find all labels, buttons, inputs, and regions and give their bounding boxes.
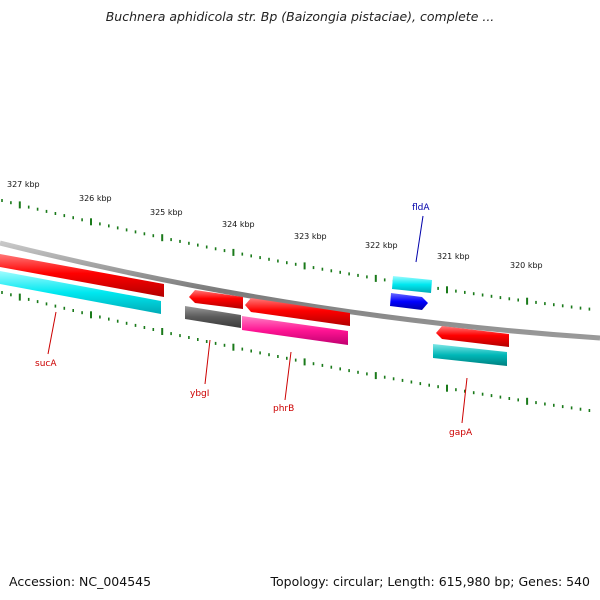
callout-phrB [284,351,292,401]
genome-summary: Topology: circular; Length: 615,980 bp; … [270,574,591,589]
gene-gapA[interactable] [433,326,509,366]
gene-fldA[interactable] [390,276,432,310]
gene-label-ybgI: ybgI [190,389,209,399]
map-title: Buchnera aphidicola str. Bp (Baizongia p… [105,9,495,24]
gene-label-sucA: sucA [35,359,57,369]
gene-label-gapA: gapA [449,428,473,438]
kbp-label-321: 321 kbp [437,252,470,261]
gene-phrB[interactable] [242,298,350,345]
kbp-label-326: 326 kbp [79,194,112,203]
kbp-label-325: 325 kbp [150,208,183,217]
genome-backbone [0,240,600,341]
gene-label-phrB: phrB [273,404,294,414]
gene-sucA[interactable] [0,254,164,314]
gene-label-fldA: fldA [412,203,430,213]
callout-fldA [415,215,424,263]
callout-gapA [461,377,468,424]
kbp-label-327: 327 kbp [7,180,40,189]
accession-label: Accession: NC_004545 [9,574,152,589]
kbp-label-323: 323 kbp [294,232,327,241]
ruler-ticks-inner [1,291,591,412]
kbp-label-320: 320 kbp [510,261,543,270]
kbp-label-322: 322 kbp [365,241,398,250]
callout-sucA [47,311,57,355]
callout-ybgI [204,339,211,385]
gene-ybgI[interactable] [185,290,243,328]
kbp-label-324: 324 kbp [222,220,255,229]
